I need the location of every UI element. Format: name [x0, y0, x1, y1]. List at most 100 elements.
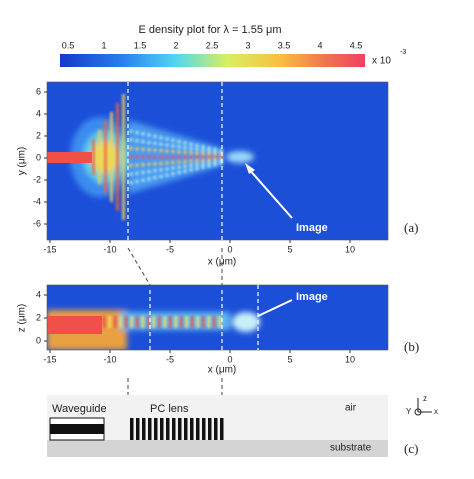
guides: [127, 82, 259, 350]
colorbar-tick-label: 2: [173, 40, 178, 50]
fringe-dot: [159, 135, 163, 140]
axes-b: -15 -10 -5 0 5 10 4 2 0: [36, 289, 355, 364]
fringe: [108, 316, 111, 328]
axes-a: -15 -10 -5 0 5 10 6 4 2 0 -2 -4 -6: [33, 86, 355, 254]
fringe-dot: [135, 163, 139, 167]
fringe-dot: [207, 164, 211, 168]
x-tick-label: -5: [166, 244, 174, 254]
colorbar-tick-label: 2.5: [206, 40, 219, 50]
fringe: [141, 316, 144, 328]
fringe-dot: [177, 150, 181, 154]
fringe-dot: [129, 155, 133, 159]
y-tick-label: 4: [36, 289, 41, 299]
fringe-dot: [195, 143, 199, 148]
fringe-dot: [153, 141, 157, 146]
lens-rod: [166, 418, 170, 440]
waveguide-field: [47, 316, 102, 334]
fringe: [92, 139, 95, 175]
fringe-dot: [183, 155, 187, 159]
fringe: [116, 103, 119, 211]
fringe-dot: [207, 161, 211, 165]
fringe-dot: [189, 146, 193, 151]
fringe-dot: [171, 166, 175, 170]
fringe-dot: [195, 147, 199, 152]
substrate-layer: [47, 440, 388, 457]
x-tick-label: -10: [103, 244, 116, 254]
fringe: [122, 94, 125, 220]
panel-tag: (b): [404, 339, 419, 354]
fringe: [180, 316, 183, 328]
substrate-label: substrate: [330, 443, 372, 454]
fringe-dot: [129, 129, 133, 134]
fringe: [119, 316, 122, 328]
waveguide-label: Waveguide: [52, 403, 107, 415]
colorbar-exponent: -3: [400, 49, 406, 56]
fringe-dot: [207, 158, 211, 162]
colorbar-tick-label: 3.5: [278, 40, 291, 50]
colorbar-tick-label: 4: [317, 40, 322, 50]
waveguide-field: [47, 152, 92, 163]
fringe-dot: [213, 160, 217, 164]
fringe-dot: [189, 159, 193, 164]
fringe-dot: [129, 180, 133, 185]
fringe: [103, 316, 106, 328]
fringe-dot: [213, 162, 217, 167]
y-axis-label: y (μm): [17, 147, 28, 176]
fringe-dot: [213, 150, 217, 154]
fringe: [147, 316, 150, 328]
fringe-dot: [141, 178, 145, 182]
fringe: [196, 316, 199, 328]
lens-rod: [190, 418, 194, 440]
lens-rod: [178, 418, 182, 440]
fringe-dot: [159, 168, 163, 172]
fringe-dot: [135, 130, 139, 135]
y-axis-label: z (μm): [17, 304, 28, 333]
fringe: [207, 316, 210, 328]
lens-rod: [202, 418, 206, 440]
fringe-dot: [183, 159, 187, 164]
fringe: [163, 316, 166, 328]
fringe-dot: [201, 155, 205, 159]
fringe-dot: [201, 148, 205, 152]
fringe-dot: [189, 168, 193, 172]
axis-icon: z x Y: [406, 394, 438, 416]
fringe-dot: [201, 158, 205, 163]
lens-rod: [214, 418, 218, 440]
y-tick-label: -2: [33, 174, 41, 184]
colorbar-tick-label: 3: [245, 40, 250, 50]
y-tick-label: 2: [36, 312, 41, 322]
fringe-dot: [171, 171, 175, 176]
fringe-dot: [189, 163, 193, 168]
fringe-dot: [165, 155, 169, 159]
fringe-dot: [165, 167, 169, 171]
fringe-dot: [141, 162, 145, 167]
fringe-dot: [177, 139, 181, 144]
fringe-dot: [147, 162, 151, 167]
fringe-dot: [207, 149, 211, 153]
colorbar-tick-label: 1.5: [134, 40, 147, 50]
x-axis-label: x (μm): [208, 365, 237, 376]
fringe-dot: [195, 151, 199, 155]
lens-rod: [142, 418, 146, 440]
lens-rod: [208, 418, 212, 440]
y-tick-label: 2: [36, 130, 41, 140]
fringe: [191, 316, 194, 328]
fringe-dot: [171, 149, 175, 154]
annotation-arrow: [257, 299, 293, 317]
y-tick-label: 0: [36, 335, 41, 345]
fringe-dot: [141, 147, 145, 152]
fringe-dot: [183, 145, 187, 150]
y-label: Y: [406, 407, 412, 416]
x-tick-label: -10: [103, 354, 116, 364]
fringe-dot: [153, 162, 157, 166]
lens-label: PC lens: [150, 403, 189, 415]
fringe-dot: [135, 155, 139, 159]
x-tick-label: -15: [43, 244, 56, 254]
fringe-dot: [207, 146, 211, 150]
annotation: Image: [296, 222, 328, 234]
lens-rod: [184, 418, 188, 440]
fringe: [152, 316, 155, 328]
fringe-dot: [141, 155, 145, 159]
y-tick-label: -4: [33, 196, 41, 206]
